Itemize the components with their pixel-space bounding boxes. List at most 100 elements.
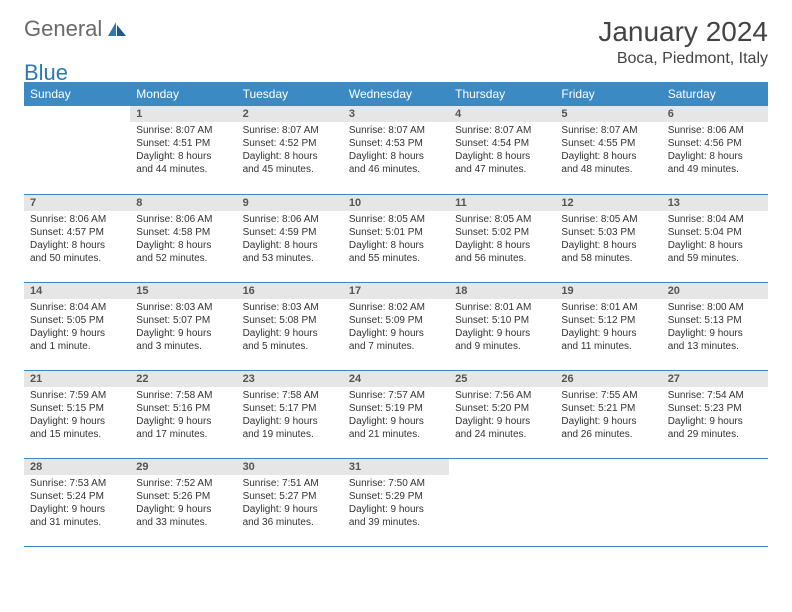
day-number: 28	[24, 459, 130, 475]
day-daylight1: Daylight: 8 hours	[136, 150, 230, 163]
calendar-day-cell: 26Sunrise: 7:55 AMSunset: 5:21 PMDayligh…	[555, 370, 661, 458]
day-sunrise: Sunrise: 8:06 AM	[136, 213, 230, 226]
day-details: Sunrise: 7:56 AMSunset: 5:20 PMDaylight:…	[449, 387, 555, 445]
calendar-day-cell: 7Sunrise: 8:06 AMSunset: 4:57 PMDaylight…	[24, 194, 130, 282]
day-daylight2: and 13 minutes.	[668, 340, 762, 353]
day-sunset: Sunset: 4:58 PM	[136, 226, 230, 239]
calendar-day-cell: 21Sunrise: 7:59 AMSunset: 5:15 PMDayligh…	[24, 370, 130, 458]
day-details: Sunrise: 8:05 AMSunset: 5:01 PMDaylight:…	[343, 211, 449, 269]
day-daylight2: and 19 minutes.	[243, 428, 337, 441]
page-header: General January 2024 Boca, Piedmont, Ita…	[24, 16, 768, 68]
calendar-day-cell: 9Sunrise: 8:06 AMSunset: 4:59 PMDaylight…	[237, 194, 343, 282]
day-daylight2: and 17 minutes.	[136, 428, 230, 441]
day-sunset: Sunset: 4:57 PM	[30, 226, 124, 239]
calendar-week-row: 7Sunrise: 8:06 AMSunset: 4:57 PMDaylight…	[24, 194, 768, 282]
logo-text-blue: Blue	[24, 60, 68, 86]
day-sunrise: Sunrise: 8:05 AM	[561, 213, 655, 226]
day-sunset: Sunset: 5:21 PM	[561, 402, 655, 415]
day-number: 5	[555, 106, 661, 122]
day-sunset: Sunset: 5:24 PM	[30, 490, 124, 503]
calendar-week-row: 28Sunrise: 7:53 AMSunset: 5:24 PMDayligh…	[24, 458, 768, 546]
day-number: 14	[24, 283, 130, 299]
calendar-day-cell: 28Sunrise: 7:53 AMSunset: 5:24 PMDayligh…	[24, 458, 130, 546]
day-sunset: Sunset: 5:23 PM	[668, 402, 762, 415]
day-daylight2: and 36 minutes.	[243, 516, 337, 529]
day-number	[24, 106, 130, 122]
day-daylight2: and 29 minutes.	[668, 428, 762, 441]
day-daylight1: Daylight: 9 hours	[668, 415, 762, 428]
day-number: 27	[662, 371, 768, 387]
day-number: 17	[343, 283, 449, 299]
day-number: 8	[130, 195, 236, 211]
day-details: Sunrise: 8:06 AMSunset: 4:56 PMDaylight:…	[662, 122, 768, 180]
location-label: Boca, Piedmont, Italy	[598, 50, 768, 68]
day-details: Sunrise: 8:03 AMSunset: 5:07 PMDaylight:…	[130, 299, 236, 357]
day-sunset: Sunset: 4:51 PM	[136, 137, 230, 150]
calendar-page: General January 2024 Boca, Piedmont, Ita…	[0, 0, 792, 563]
day-details: Sunrise: 7:54 AMSunset: 5:23 PMDaylight:…	[662, 387, 768, 445]
day-daylight2: and 39 minutes.	[349, 516, 443, 529]
day-daylight2: and 11 minutes.	[561, 340, 655, 353]
day-daylight2: and 44 minutes.	[136, 163, 230, 176]
day-details: Sunrise: 7:58 AMSunset: 5:16 PMDaylight:…	[130, 387, 236, 445]
calendar-day-cell: 19Sunrise: 8:01 AMSunset: 5:12 PMDayligh…	[555, 282, 661, 370]
day-sunrise: Sunrise: 7:55 AM	[561, 389, 655, 402]
day-number: 26	[555, 371, 661, 387]
day-sunrise: Sunrise: 8:07 AM	[243, 124, 337, 137]
day-daylight1: Daylight: 9 hours	[455, 415, 549, 428]
title-area: January 2024 Boca, Piedmont, Italy	[598, 16, 768, 68]
day-sunset: Sunset: 5:15 PM	[30, 402, 124, 415]
day-sunset: Sunset: 5:01 PM	[349, 226, 443, 239]
weekday-saturday: Saturday	[662, 82, 768, 106]
day-details: Sunrise: 8:05 AMSunset: 5:03 PMDaylight:…	[555, 211, 661, 269]
day-number: 19	[555, 283, 661, 299]
calendar-body: 1Sunrise: 8:07 AMSunset: 4:51 PMDaylight…	[24, 106, 768, 546]
day-number: 1	[130, 106, 236, 122]
day-number: 12	[555, 195, 661, 211]
day-details: Sunrise: 7:57 AMSunset: 5:19 PMDaylight:…	[343, 387, 449, 445]
day-sunset: Sunset: 4:59 PM	[243, 226, 337, 239]
calendar-day-cell: 1Sunrise: 8:07 AMSunset: 4:51 PMDaylight…	[130, 106, 236, 194]
day-details: Sunrise: 8:01 AMSunset: 5:12 PMDaylight:…	[555, 299, 661, 357]
day-details: Sunrise: 8:01 AMSunset: 5:10 PMDaylight:…	[449, 299, 555, 357]
day-sunrise: Sunrise: 7:50 AM	[349, 477, 443, 490]
calendar-week-row: 21Sunrise: 7:59 AMSunset: 5:15 PMDayligh…	[24, 370, 768, 458]
weekday-monday: Monday	[130, 82, 236, 106]
day-sunrise: Sunrise: 8:01 AM	[455, 301, 549, 314]
day-number: 31	[343, 459, 449, 475]
day-daylight2: and 52 minutes.	[136, 252, 230, 265]
calendar-day-cell: 17Sunrise: 8:02 AMSunset: 5:09 PMDayligh…	[343, 282, 449, 370]
day-sunrise: Sunrise: 8:06 AM	[30, 213, 124, 226]
day-sunrise: Sunrise: 8:05 AM	[455, 213, 549, 226]
calendar-day-cell: 30Sunrise: 7:51 AMSunset: 5:27 PMDayligh…	[237, 458, 343, 546]
day-daylight1: Daylight: 8 hours	[243, 150, 337, 163]
day-daylight2: and 5 minutes.	[243, 340, 337, 353]
day-number: 9	[237, 195, 343, 211]
day-sunset: Sunset: 5:04 PM	[668, 226, 762, 239]
day-details: Sunrise: 8:03 AMSunset: 5:08 PMDaylight:…	[237, 299, 343, 357]
day-daylight2: and 7 minutes.	[349, 340, 443, 353]
day-daylight2: and 1 minute.	[30, 340, 124, 353]
day-daylight1: Daylight: 8 hours	[668, 239, 762, 252]
calendar-day-cell: 15Sunrise: 8:03 AMSunset: 5:07 PMDayligh…	[130, 282, 236, 370]
day-daylight1: Daylight: 9 hours	[30, 415, 124, 428]
day-daylight1: Daylight: 8 hours	[668, 150, 762, 163]
day-number: 29	[130, 459, 236, 475]
calendar-day-cell: 2Sunrise: 8:07 AMSunset: 4:52 PMDaylight…	[237, 106, 343, 194]
weekday-friday: Friday	[555, 82, 661, 106]
day-number: 4	[449, 106, 555, 122]
day-number	[662, 459, 768, 475]
day-daylight1: Daylight: 8 hours	[349, 150, 443, 163]
day-daylight1: Daylight: 9 hours	[349, 327, 443, 340]
day-daylight2: and 31 minutes.	[30, 516, 124, 529]
day-daylight1: Daylight: 9 hours	[561, 327, 655, 340]
calendar-day-cell: 10Sunrise: 8:05 AMSunset: 5:01 PMDayligh…	[343, 194, 449, 282]
calendar-day-cell: 5Sunrise: 8:07 AMSunset: 4:55 PMDaylight…	[555, 106, 661, 194]
day-details: Sunrise: 8:07 AMSunset: 4:55 PMDaylight:…	[555, 122, 661, 180]
day-daylight2: and 58 minutes.	[561, 252, 655, 265]
day-details: Sunrise: 8:07 AMSunset: 4:51 PMDaylight:…	[130, 122, 236, 180]
day-number: 16	[237, 283, 343, 299]
day-details: Sunrise: 8:06 AMSunset: 4:58 PMDaylight:…	[130, 211, 236, 269]
day-number: 15	[130, 283, 236, 299]
day-sunset: Sunset: 5:17 PM	[243, 402, 337, 415]
